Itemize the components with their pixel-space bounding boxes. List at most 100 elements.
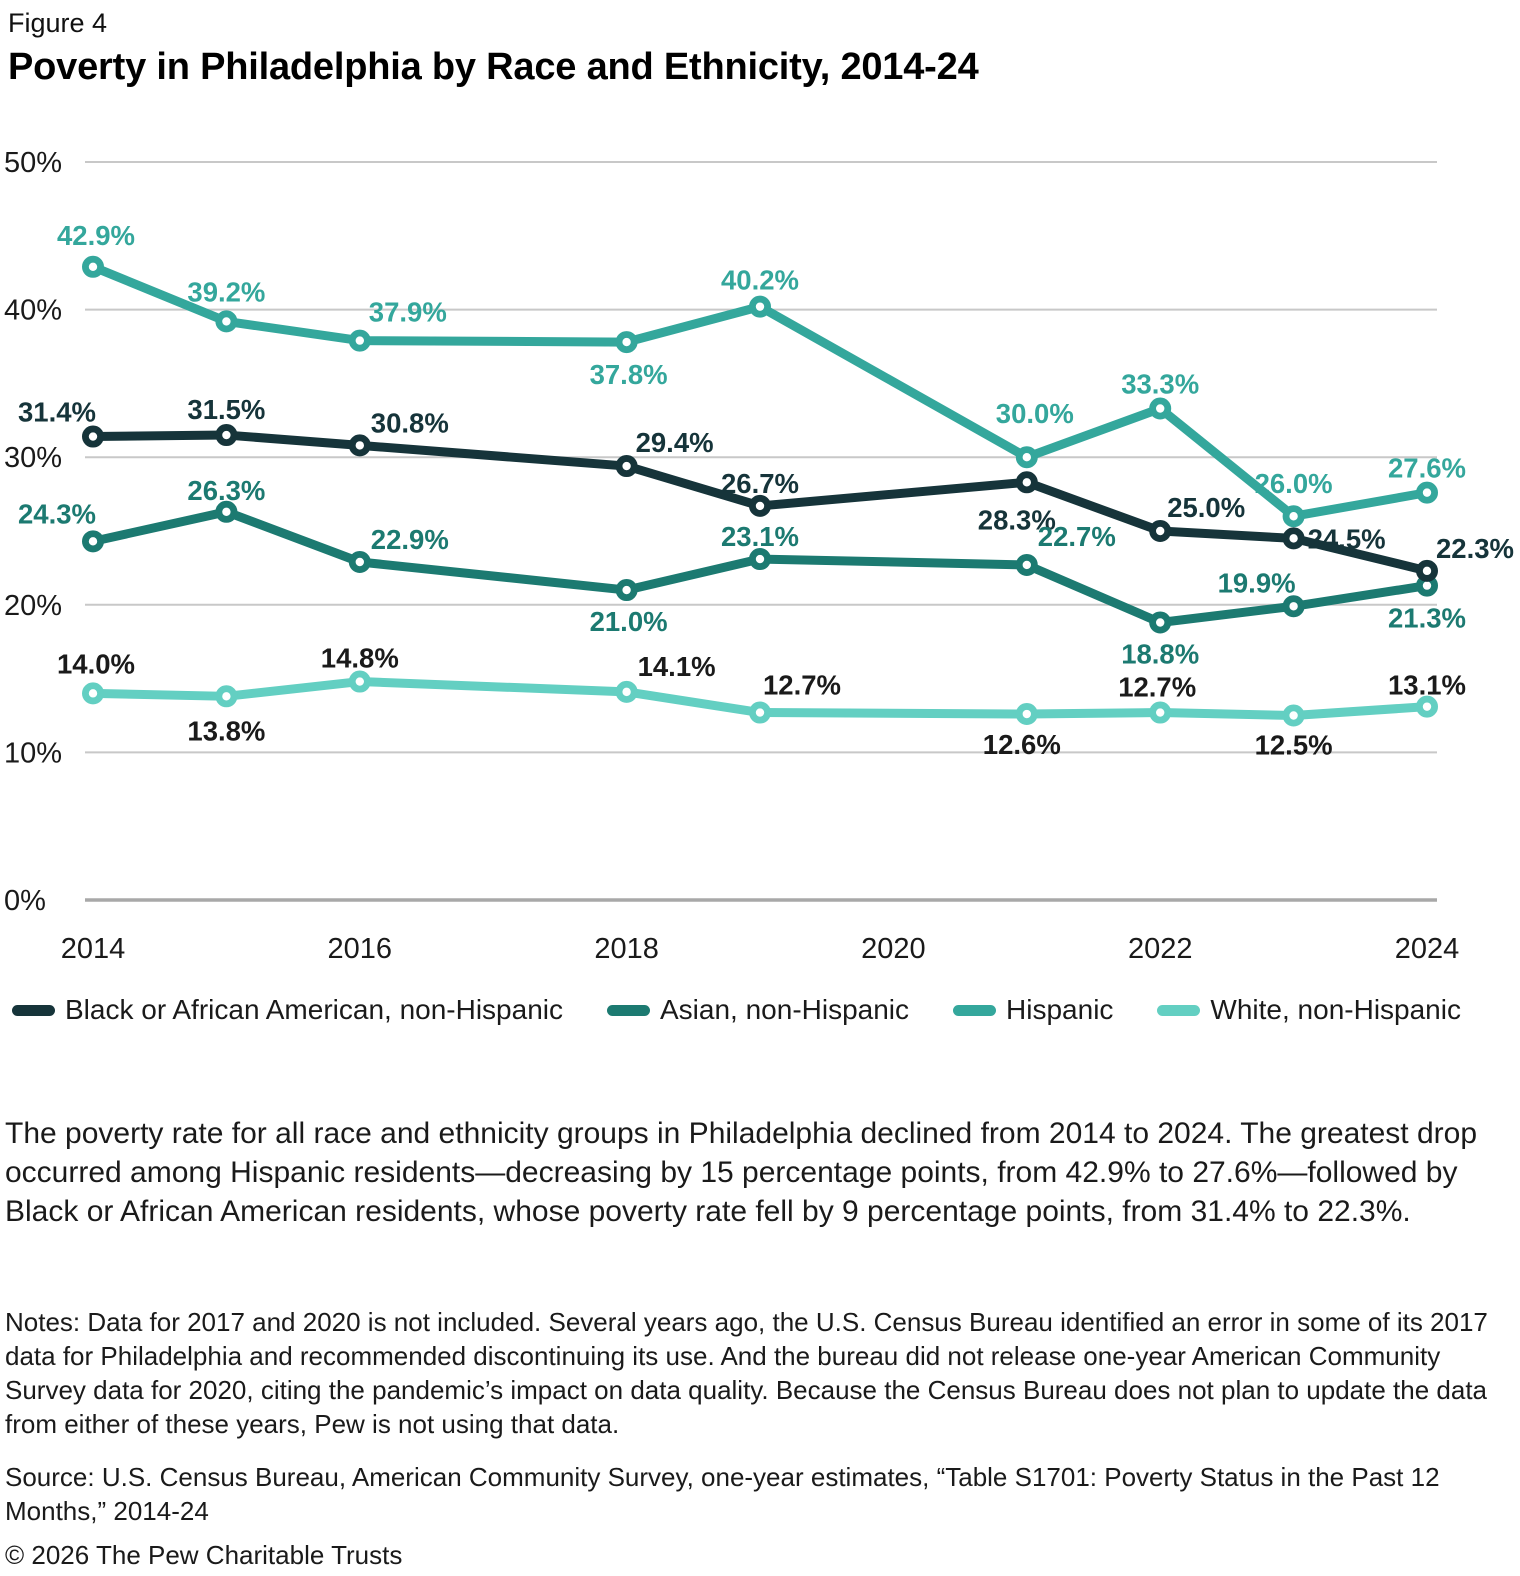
legend-label-asian: Asian, non-Hispanic [660, 994, 910, 1025]
page-title: Poverty in Philadelphia by Race and Ethn… [8, 46, 979, 88]
data-label-white-2015: 13.8% [187, 715, 265, 746]
marker-black-2018 [615, 455, 638, 478]
marker-white-2022 [1149, 701, 1172, 724]
data-label-asian-2024: 21.3% [1388, 603, 1466, 634]
marker-white-2019 [749, 701, 772, 724]
figure-label: Figure 4 [8, 8, 108, 38]
marker-asian-2018 [615, 579, 638, 602]
data-label-asian-2023: 19.9% [1218, 567, 1296, 598]
marker-asian-2023 [1282, 595, 1305, 618]
data-label-white-2022: 12.7% [1118, 672, 1196, 703]
x-tick-label-2016: 2016 [328, 933, 393, 965]
marker-hispanic-2019 [749, 295, 772, 318]
marker-asian-2021 [1015, 553, 1038, 576]
y-tick-label-40: 40% [4, 295, 62, 327]
data-label-asian-2016: 22.9% [371, 524, 449, 555]
marker-black-2023 [1282, 527, 1305, 550]
marker-black-2022 [1149, 519, 1172, 542]
data-label-white-2014: 14.0% [57, 648, 135, 679]
data-label-black-2021: 28.3% [978, 504, 1056, 535]
data-label-asian-2018: 21.0% [590, 606, 668, 637]
data-label-white-2021: 12.6% [983, 729, 1061, 760]
marker-asian-2014 [82, 530, 105, 553]
x-tick-label-2018: 2018 [594, 933, 659, 965]
chart-legend: Black or African American, non-Hispanic A… [12, 994, 1461, 1026]
data-label-hispanic-2019: 40.2% [721, 265, 799, 296]
y-tick-label-30: 30% [4, 442, 62, 474]
legend-swatch-white [1157, 1004, 1201, 1016]
marker-asian-2019 [749, 548, 772, 571]
data-label-white-2023: 12.5% [1255, 730, 1333, 761]
x-tick-label-2022: 2022 [1128, 933, 1193, 965]
marker-asian-2022 [1149, 611, 1172, 634]
marker-white-2014 [82, 682, 105, 705]
y-tick-label-10: 10% [4, 737, 62, 769]
copyright-line: © 2026 The Pew Charitable Trusts [5, 1540, 403, 1570]
marker-black-2016 [348, 434, 371, 457]
y-tick-label-0: 0% [4, 885, 46, 917]
data-label-white-2019: 12.7% [763, 670, 841, 701]
marker-hispanic-2024 [1416, 481, 1439, 504]
marker-hispanic-2016 [348, 329, 371, 352]
marker-hispanic-2015 [215, 310, 238, 333]
marker-hispanic-2021 [1015, 446, 1038, 469]
marker-white-2021 [1015, 703, 1038, 726]
data-label-white-2016: 14.8% [321, 643, 399, 674]
marker-white-2015 [215, 685, 238, 708]
legend-swatch-hispanic [953, 1004, 997, 1016]
legend-item-hispanic: Hispanic [953, 994, 1113, 1026]
data-label-hispanic-2016: 37.9% [369, 297, 447, 328]
data-label-asian-2022: 18.8% [1121, 639, 1199, 670]
marker-black-2019 [749, 494, 772, 517]
marker-asian-2016 [348, 550, 371, 573]
x-tick-label-2020: 2020 [861, 933, 926, 965]
marker-black-2021 [1015, 471, 1038, 494]
data-label-hispanic-2018: 37.8% [590, 359, 668, 390]
legend-label-white: White, non-Hispanic [1210, 994, 1461, 1025]
data-label-black-2024: 22.3% [1436, 533, 1514, 564]
legend-item-white: White, non-Hispanic [1157, 994, 1461, 1026]
marker-hispanic-2014 [82, 255, 105, 278]
legend-label-hispanic: Hispanic [1006, 994, 1114, 1025]
data-label-black-2019: 26.7% [721, 468, 799, 499]
marker-hispanic-2022 [1149, 397, 1172, 420]
legend-swatch-black [12, 1004, 55, 1016]
data-label-hispanic-2022: 33.3% [1121, 368, 1199, 399]
legend-label-black: Black or African American, non-Hispanic [65, 994, 563, 1025]
data-label-hispanic-2021: 30.0% [996, 398, 1074, 429]
data-label-hispanic-2023: 26.0% [1255, 468, 1333, 499]
marker-white-2023 [1282, 704, 1305, 727]
data-label-asian-2015: 26.3% [187, 475, 265, 506]
chart-source: Source: U.S. Census Bureau, American Com… [5, 1462, 1440, 1526]
marker-white-2018 [615, 680, 638, 703]
data-label-black-2016: 30.8% [371, 407, 449, 438]
data-label-hispanic-2014: 42.9% [57, 220, 135, 251]
y-tick-label-20: 20% [4, 590, 62, 622]
legend-swatch-asian [607, 1004, 650, 1016]
data-label-black-2014: 31.4% [18, 397, 96, 428]
marker-hispanic-2018 [615, 331, 638, 354]
data-label-black-2022: 25.0% [1167, 492, 1245, 523]
marker-black-2024 [1416, 559, 1439, 582]
data-label-hispanic-2015: 39.2% [187, 276, 265, 307]
chart-notes: Notes: Data for 2017 and 2020 is not inc… [5, 1307, 1488, 1439]
poverty-line-chart: 0% 10% 20% 30% 40% 50% 2014 2016 2018 2020 2022 202… [4, 147, 1514, 965]
chart-caption: The poverty rate for all race and ethnic… [5, 1117, 1478, 1228]
data-label-hispanic-2024: 27.6% [1388, 453, 1466, 484]
data-label-asian-2014: 24.3% [18, 498, 96, 529]
data-label-white-2024: 13.1% [1388, 670, 1466, 701]
marker-black-2014 [82, 425, 105, 448]
legend-item-black: Black or African American, non-Hispanic [12, 994, 563, 1026]
marker-asian-2015 [215, 500, 238, 523]
x-tick-label-2014: 2014 [61, 933, 126, 965]
data-label-black-2023: 24.5% [1308, 523, 1386, 554]
data-label-black-2018: 29.4% [636, 427, 714, 458]
marker-black-2015 [215, 424, 238, 447]
y-tick-label-50: 50% [4, 147, 62, 179]
marker-white-2016 [348, 670, 371, 693]
data-label-asian-2021: 22.7% [1038, 521, 1116, 552]
marker-hispanic-2023 [1282, 505, 1305, 528]
legend-item-asian: Asian, non-Hispanic [607, 994, 909, 1026]
x-tick-label-2024: 2024 [1395, 933, 1460, 965]
marker-white-2024 [1416, 695, 1439, 718]
